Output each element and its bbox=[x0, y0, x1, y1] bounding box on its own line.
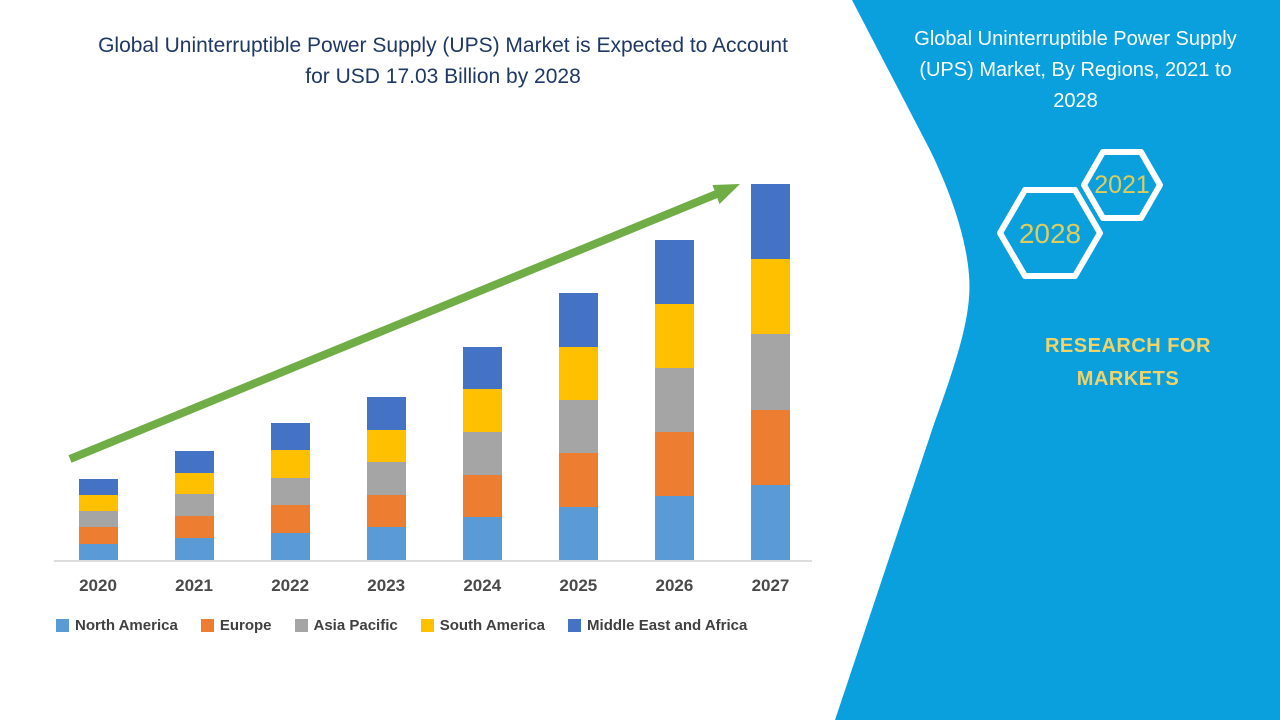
bar-segment-south-america-2021 bbox=[174, 472, 214, 495]
legend-item-europe: Europe bbox=[200, 617, 272, 634]
bar-2020 bbox=[78, 478, 118, 560]
x-axis-label-2025: 2025 bbox=[559, 576, 598, 595]
x-axis-label-2020: 2020 bbox=[79, 576, 117, 595]
x-axis-label-2027: 2027 bbox=[751, 576, 790, 595]
bar-segment-asia-pacific-2021 bbox=[174, 494, 214, 517]
bar-segment-europe-2021 bbox=[174, 516, 214, 539]
x-axis-label-2022: 2022 bbox=[271, 576, 310, 595]
legend-label: Europe bbox=[219, 617, 272, 634]
legend: North America Europe Asia Pacific South Ame… bbox=[56, 617, 747, 634]
bar-segment-europe-2022 bbox=[270, 505, 310, 533]
bar-segment-south-america-2020 bbox=[78, 494, 118, 512]
legend-label: South America bbox=[439, 617, 546, 634]
x-axis-label-2024: 2024 bbox=[463, 576, 502, 595]
bar-segment-middle-east-and-africa-2027 bbox=[750, 184, 790, 260]
hexagon-year-2028: 2028 bbox=[1018, 218, 1082, 249]
bar-segment-asia-pacific-2027 bbox=[750, 334, 790, 410]
bar-segment-europe-2023 bbox=[366, 494, 406, 528]
brand-text: RESEARCH FOR MARKETS bbox=[1044, 335, 1211, 390]
bar-segment-asia-pacific-2023 bbox=[366, 462, 406, 495]
chart-title: Global Uninterruptible Power Supply (UPS… bbox=[98, 34, 788, 88]
bar-segment-europe-2020 bbox=[78, 527, 118, 544]
bar-segment-north-america-2021 bbox=[174, 538, 214, 560]
legend-swatch-icon bbox=[568, 619, 582, 632]
bar-segment-asia-pacific-2020 bbox=[78, 511, 118, 528]
legend-label: North America bbox=[75, 617, 178, 634]
bar-segment-north-america-2027 bbox=[750, 484, 790, 560]
bar-segment-north-america-2020 bbox=[78, 543, 118, 560]
bar-2027 bbox=[750, 184, 790, 560]
bar-segment-north-america-2023 bbox=[366, 527, 406, 560]
x-axis-line bbox=[54, 560, 812, 562]
hexagon-year-2021: 2021 bbox=[1094, 171, 1150, 199]
hexagon-2028-icon bbox=[997, 187, 1103, 279]
x-axis-label-2026: 2026 bbox=[655, 576, 694, 595]
legend-item-middle-east-and-africa: Middle East and Africa bbox=[568, 617, 747, 634]
bar-segment-middle-east-and-africa-2020 bbox=[78, 478, 118, 495]
bar-segment-south-america-2027 bbox=[750, 259, 790, 335]
x-axis-label-2023: 2023 bbox=[367, 576, 406, 595]
bar-segment-europe-2024 bbox=[462, 474, 502, 518]
right-panel-title: Global Uninterruptible Power Supply (UPS… bbox=[914, 28, 1237, 112]
hexagon-2021-icon bbox=[1081, 149, 1163, 221]
bar-segment-asia-pacific-2022 bbox=[270, 477, 310, 506]
bar-segment-europe-2027 bbox=[750, 409, 790, 485]
legend-swatch-icon bbox=[200, 619, 214, 632]
legend-swatch-icon bbox=[294, 619, 308, 632]
legend-label: Asia Pacific bbox=[313, 617, 398, 634]
bar-segment-north-america-2024 bbox=[462, 517, 502, 560]
bar-segment-north-america-2025 bbox=[558, 506, 598, 560]
legend-item-north-america: North America bbox=[56, 617, 178, 634]
right-panel-shape bbox=[835, 0, 1280, 720]
x-axis-label-2021: 2021 bbox=[175, 576, 213, 595]
legend-swatch-icon bbox=[420, 619, 434, 632]
bar-segment-north-america-2022 bbox=[270, 532, 310, 560]
bar-segment-north-america-2026 bbox=[654, 495, 694, 560]
legend-item-south-america: South America bbox=[420, 617, 546, 634]
legend-swatch-icon bbox=[56, 619, 69, 632]
legend-label: Middle East and Africa bbox=[587, 617, 748, 634]
legend-item-asia-pacific: Asia Pacific bbox=[294, 617, 398, 634]
